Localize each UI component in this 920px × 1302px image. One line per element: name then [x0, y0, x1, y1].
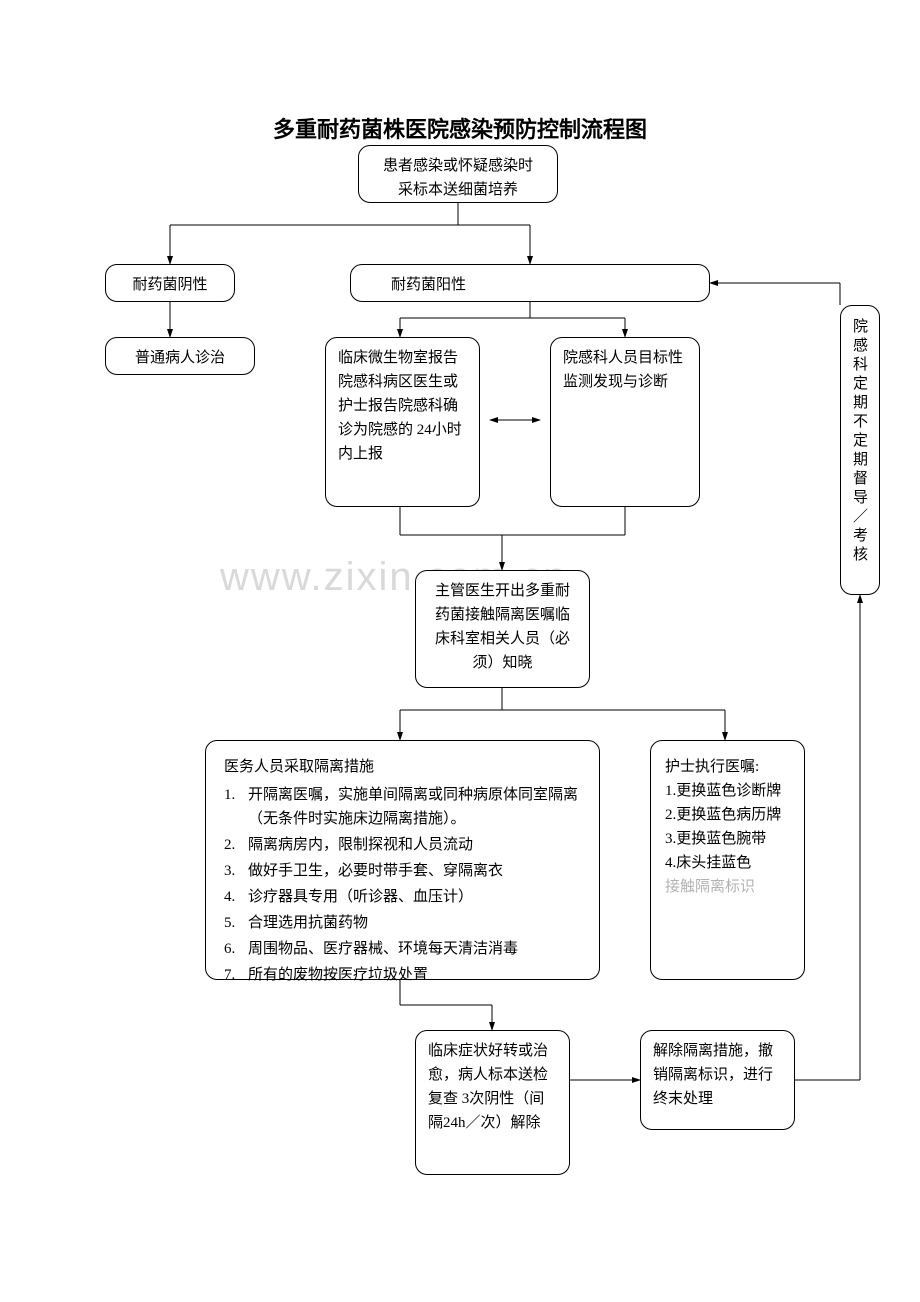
node-positive: 耐药菌阳性: [350, 264, 710, 302]
node-negative-text: 耐药菌阴性: [132, 277, 207, 293]
staff-item-6: 周围物品、医疗器械、环境每天清洁消毒: [248, 937, 518, 961]
nurse-item-4: 4.床头挂蓝色: [665, 851, 790, 875]
node-start-text: 患者感染或怀疑感染时采标本送细菌培养: [383, 158, 533, 198]
diagram-title: 多重耐药菌株医院感染预防控制流程图: [240, 112, 680, 144]
node-release-text: 解除隔离措施，撤销隔离标识，进行终末处理: [653, 1043, 773, 1107]
node-normal-text: 普通病人诊治: [135, 350, 225, 366]
nurse-item-2: 2.更换蓝色病历牌: [665, 803, 790, 827]
nurse-item-trunc: 接触隔离标识: [665, 875, 790, 899]
node-negative: 耐药菌阴性: [105, 264, 235, 302]
node-normal: 普通病人诊治: [105, 337, 255, 375]
node-lab: 临床微生物室报告院感科病区医生或护士报告院感科确诊为院感的 24小时内上报: [325, 337, 480, 507]
node-recover: 临床症状好转或治愈，病人标本送检复查 3次阴性（间隔24h／次）解除: [415, 1030, 570, 1175]
node-staff: 医务人员采取隔离措施 1.开隔离医嘱，实施单间隔离或同种病原体同室隔离（无条件时…: [205, 740, 600, 980]
staff-item-5: 合理选用抗菌药物: [248, 911, 368, 935]
node-audit: 院感科定期不定期督导／考核: [840, 305, 880, 595]
node-monitor-text: 院感科人员目标性监测发现与诊断: [563, 350, 683, 390]
node-staff-title: 医务人员采取隔离措施: [224, 755, 581, 779]
node-release: 解除隔离措施，撤销隔离标识，进行终末处理: [640, 1030, 795, 1130]
node-doctor-text: 主管医生开出多重耐药菌接触隔离医嘱临床科室相关人员（必须）知晓: [435, 583, 570, 671]
node-positive-text: 耐药菌阳性: [391, 277, 466, 293]
node-start: 患者感染或怀疑感染时采标本送细菌培养: [358, 145, 558, 203]
staff-item-7: 所有的废物按医疗垃圾处置: [248, 963, 428, 987]
staff-item-4: 诊疗器具专用（听诊器、血压计）: [248, 885, 473, 909]
nurse-item-3: 3.更换蓝色腕带: [665, 827, 790, 851]
node-audit-text: 院感科定期不定期督导／考核: [847, 318, 871, 565]
nurse-item-1: 1.更换蓝色诊断牌: [665, 779, 790, 803]
node-doctor: 主管医生开出多重耐药菌接触隔离医嘱临床科室相关人员（必须）知晓: [415, 570, 590, 688]
node-nurse-title: 护士执行医嘱:: [665, 755, 790, 779]
staff-item-2: 隔离病房内，限制探视和人员流动: [248, 833, 473, 857]
node-nurse: 护士执行医嘱: 1.更换蓝色诊断牌 2.更换蓝色病历牌 3.更换蓝色腕带 4.床…: [650, 740, 805, 980]
node-lab-text: 临床微生物室报告院感科病区医生或护士报告院感科确诊为院感的 24小时内上报: [338, 350, 462, 462]
staff-item-3: 做好手卫生，必要时带手套、穿隔离衣: [248, 859, 503, 883]
staff-item-1: 开隔离医嘱，实施单间隔离或同种病原体同室隔离（无条件时实施床边隔离措施）。: [248, 783, 581, 831]
node-monitor: 院感科人员目标性监测发现与诊断: [550, 337, 700, 507]
node-recover-text: 临床症状好转或治愈，病人标本送检复查 3次阴性（间隔24h／次）解除: [428, 1043, 548, 1131]
